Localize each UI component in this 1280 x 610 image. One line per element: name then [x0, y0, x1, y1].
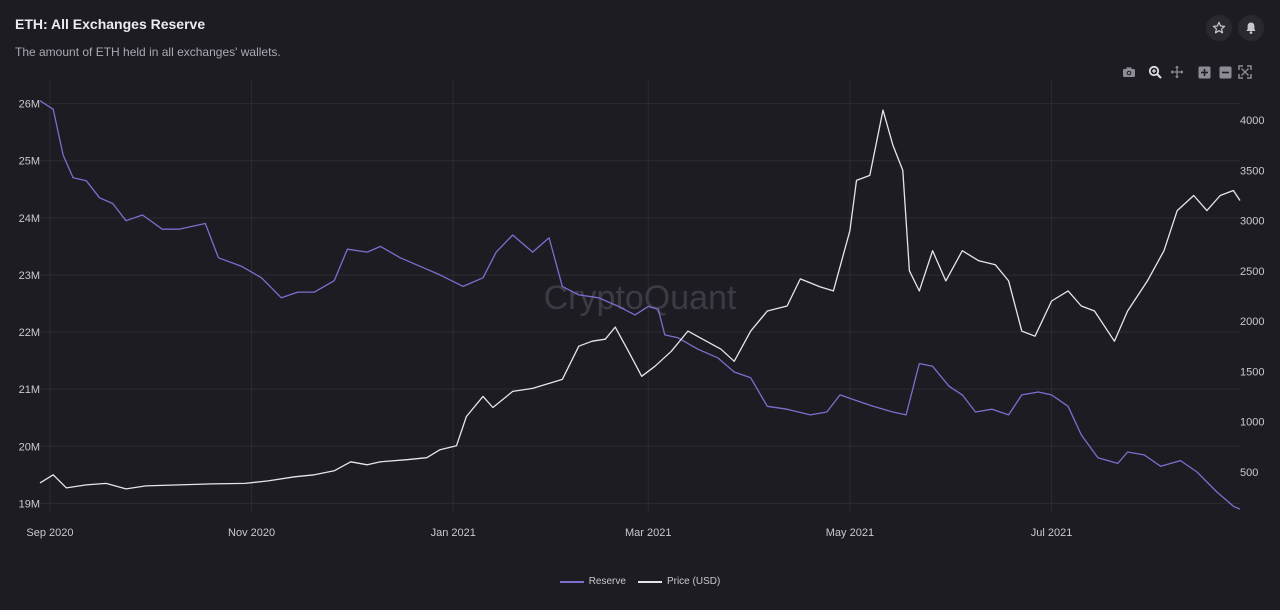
- snapshot-button[interactable]: [1120, 63, 1138, 81]
- legend-swatch-reserve: [559, 580, 584, 583]
- pan-button[interactable]: [1168, 63, 1186, 81]
- x-tick-label: Sep 2020: [26, 527, 73, 539]
- y-right-tick-label: 3000: [1240, 216, 1264, 228]
- y-left-tick-label: 24M: [19, 213, 40, 225]
- y-left-tick-label: 21M: [19, 384, 40, 396]
- zoom-in-icon: [1198, 66, 1210, 78]
- favorite-button[interactable]: [1206, 15, 1232, 41]
- y-left-tick-label: 22M: [19, 327, 40, 339]
- page-subtitle: The amount of ETH held in all exchanges'…: [15, 45, 281, 59]
- camera-icon: [1123, 67, 1135, 77]
- x-tick-label: May 2021: [826, 527, 874, 539]
- y-left-tick-label: 19M: [19, 498, 40, 510]
- y-right-tick-label: 2500: [1240, 266, 1264, 278]
- pan-icon: [1170, 65, 1184, 79]
- y-right-tick-label: 1000: [1240, 417, 1264, 429]
- x-tick-label: Jan 2021: [431, 527, 476, 539]
- legend: Reserve Price (USD): [0, 576, 1280, 587]
- zoom-out-icon: [1219, 66, 1231, 78]
- legend-label-price: Price (USD): [666, 576, 721, 587]
- zoom-icon: [1148, 65, 1162, 79]
- zoom-in-button[interactable]: [1195, 63, 1213, 81]
- series-price-line: [39, 109, 1241, 490]
- star-outline-icon: [1212, 21, 1226, 34]
- legend-label-reserve: Reserve: [588, 576, 626, 587]
- y-right-tick-label: 1500: [1240, 366, 1264, 378]
- zoom-button[interactable]: [1146, 63, 1164, 81]
- y-right-tick-label: 2000: [1240, 316, 1264, 328]
- page-title: ETH: All Exchanges Reserve: [15, 16, 206, 32]
- zoom-out-button[interactable]: [1216, 63, 1234, 81]
- y-left-tick-label: 26M: [19, 99, 40, 111]
- legend-swatch-price: [637, 580, 662, 583]
- bell-icon: [1246, 22, 1256, 34]
- watermark: CryptoQuant: [544, 279, 737, 317]
- x-tick-label: Nov 2020: [228, 527, 275, 539]
- y-left-tick-label: 25M: [19, 156, 40, 168]
- legend-item-reserve[interactable]: Reserve: [559, 576, 626, 587]
- y-left-tick-label: 23M: [19, 270, 40, 282]
- y-left-tick-label: 20M: [19, 441, 40, 453]
- series-reserve-line: [39, 100, 1241, 510]
- y-right-tick-label: 4000: [1240, 115, 1264, 127]
- legend-item-price[interactable]: Price (USD): [637, 576, 721, 587]
- alert-button[interactable]: [1238, 15, 1264, 41]
- x-tick-label: Mar 2021: [625, 527, 671, 539]
- y-right-tick-label: 500: [1240, 467, 1258, 479]
- y-right-tick-label: 3500: [1240, 165, 1264, 177]
- autoscale-icon: [1238, 65, 1252, 79]
- autoscale-button[interactable]: [1236, 63, 1254, 81]
- x-tick-label: Jul 2021: [1031, 527, 1073, 539]
